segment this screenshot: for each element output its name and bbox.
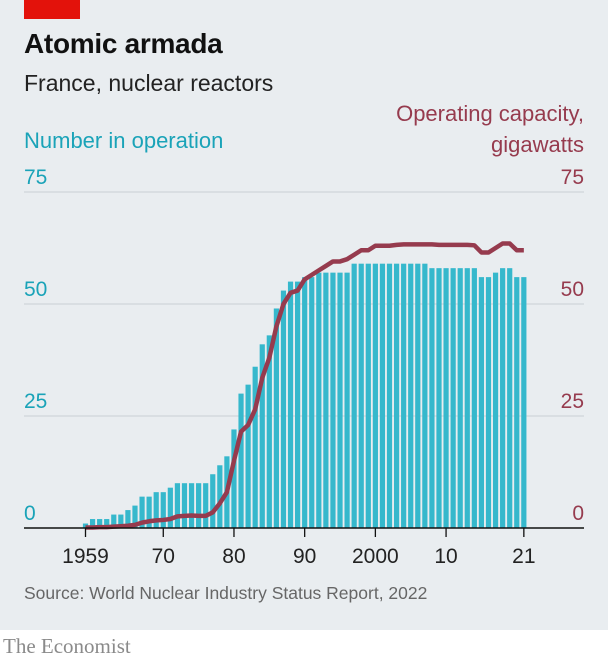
bar-1968 xyxy=(146,496,152,528)
bar-1961 xyxy=(97,519,103,528)
bar-1991 xyxy=(309,277,315,528)
bar-1963 xyxy=(111,514,117,528)
left-axis-label: Number in operation xyxy=(24,128,224,153)
bar-1969 xyxy=(153,492,159,528)
tick-labels: 0 0 25 25 50 50 75 75 1959 70 80 90 2000 10 21 xyxy=(24,166,584,568)
bar-1964 xyxy=(118,514,124,528)
bar-1995 xyxy=(337,272,343,528)
right-axis-label: Operating capacity, gigawatts xyxy=(324,98,584,160)
x-tick-label: 80 xyxy=(222,545,245,568)
bar-1967 xyxy=(139,496,145,528)
bar-2005 xyxy=(408,263,414,528)
bar-2010 xyxy=(443,268,449,528)
bar-series-number-in-operation xyxy=(82,263,527,528)
source-note: Source: World Nuclear Industry Status Re… xyxy=(24,583,428,603)
bar-1984 xyxy=(259,344,265,528)
bar-2014 xyxy=(471,268,477,528)
x-tick-label: 2000 xyxy=(352,545,399,568)
bar-2003 xyxy=(393,263,400,528)
bar-1998 xyxy=(358,263,364,528)
bar-1990 xyxy=(302,277,308,528)
left-tick-label: 25 xyxy=(24,390,47,413)
line-series-operating-capacity xyxy=(85,241,524,530)
right-axis-label-line-1: Operating capacity, xyxy=(396,101,584,126)
bar-1997 xyxy=(351,263,357,528)
bar-2000 xyxy=(372,263,378,528)
bar-1981 xyxy=(238,393,244,528)
bar-1977 xyxy=(210,474,216,528)
x-tick-label: 1959 xyxy=(62,545,109,568)
bar-1971 xyxy=(167,487,173,528)
bar-1996 xyxy=(344,272,350,528)
bar-1988 xyxy=(287,281,294,528)
left-tick-label: 75 xyxy=(24,166,47,189)
bar-1989 xyxy=(295,281,301,528)
bar-2020 xyxy=(514,277,520,528)
bar-2008 xyxy=(429,268,435,528)
bar-1980 xyxy=(231,429,237,528)
bar-1978 xyxy=(217,465,223,528)
bar-1970 xyxy=(160,492,166,528)
bar-1992 xyxy=(316,272,322,528)
economist-brand: The Economist xyxy=(3,634,131,658)
bar-2001 xyxy=(379,263,386,528)
bar-2015 xyxy=(478,277,485,528)
bar-1960 xyxy=(89,519,96,528)
bar-2018 xyxy=(500,268,506,528)
bar-1962 xyxy=(104,519,110,528)
capacity-line xyxy=(85,241,524,530)
bar-1975 xyxy=(196,483,202,528)
x-tick-label: 70 xyxy=(152,545,175,568)
bar-2016 xyxy=(485,277,492,528)
bar-1966 xyxy=(132,505,138,528)
bar-2012 xyxy=(457,268,463,528)
bar-1974 xyxy=(188,483,195,528)
bar-2007 xyxy=(422,263,428,528)
bar-1999 xyxy=(365,263,371,528)
bar-2019 xyxy=(507,268,513,528)
bar-1965 xyxy=(125,510,131,528)
right-tick-label: 0 xyxy=(572,502,584,525)
bar-1976 xyxy=(203,483,209,528)
left-tick-label: 0 xyxy=(24,502,36,525)
right-tick-label: 25 xyxy=(561,390,584,413)
bar-1993 xyxy=(323,272,329,528)
bar-2002 xyxy=(386,263,393,528)
x-tick-label: 10 xyxy=(434,545,457,568)
left-tick-label: 50 xyxy=(24,278,47,301)
bar-1972 xyxy=(174,483,181,528)
right-tick-label: 50 xyxy=(561,278,584,301)
right-tick-label: 75 xyxy=(561,166,584,189)
bar-2021 xyxy=(521,277,527,528)
x-axis xyxy=(24,527,584,537)
chart-subtitle: France, nuclear reactors xyxy=(24,70,274,96)
bar-1985 xyxy=(266,335,272,528)
right-axis-label-line-2: gigawatts xyxy=(491,132,584,157)
bar-1986 xyxy=(273,308,279,528)
x-tick-label: 90 xyxy=(293,545,316,568)
bar-2009 xyxy=(436,268,442,528)
bar-1994 xyxy=(330,272,336,528)
bar-2006 xyxy=(415,263,421,528)
bar-1982 xyxy=(245,384,251,528)
bar-2011 xyxy=(450,268,456,528)
bar-2004 xyxy=(401,263,407,528)
bar-2013 xyxy=(464,268,470,528)
bar-2017 xyxy=(492,272,499,528)
bar-1987 xyxy=(280,290,287,528)
bar-1973 xyxy=(181,483,188,528)
brand-red-tag xyxy=(24,0,80,19)
bar-1983 xyxy=(252,366,258,528)
chart-svg: 0 0 25 25 50 50 75 75 1959 70 80 90 2000 10 21 xyxy=(24,166,584,568)
x-tick-label: 21 xyxy=(512,545,535,568)
chart-title: Atomic armada xyxy=(24,28,223,59)
